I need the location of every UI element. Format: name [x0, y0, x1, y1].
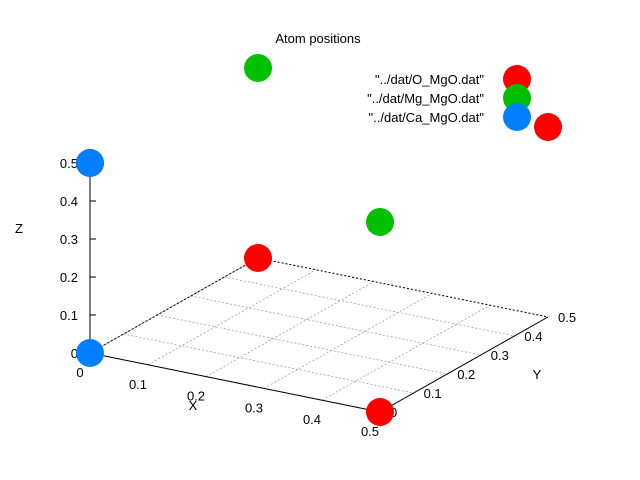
chart-title: Atom positions [275, 31, 361, 46]
x-tick-label: 0.2 [187, 389, 205, 404]
x-axis-line [89, 352, 381, 413]
tick-labels: 00.10.20.30.40.500.10.20.30.40.500.10.20… [60, 156, 576, 439]
z-tick-label: 0.1 [60, 308, 78, 323]
x-tick-label: 0.4 [303, 412, 321, 427]
x-tick-label: 0.1 [129, 377, 147, 392]
data-points [76, 54, 562, 426]
data-point-series-2 [366, 208, 394, 236]
data-point-series-1 [366, 398, 394, 426]
z-tick-label: 0.2 [60, 270, 78, 285]
grid-line-x [321, 304, 491, 401]
y-axis-label: Y [533, 367, 542, 382]
legend-label: "../dat/O_MgO.dat" [375, 72, 484, 87]
x-tick-label: 0.3 [245, 400, 263, 415]
grid-line-x [263, 293, 433, 389]
data-point-series-3 [76, 149, 104, 177]
back-edge-line [89, 257, 259, 354]
grid-line-y [224, 276, 515, 337]
grid-line-y [123, 333, 414, 394]
data-point-series-3 [76, 339, 104, 367]
data-point-series-2 [244, 54, 272, 82]
y-axis-line [379, 316, 549, 413]
x-axis-label: X [189, 398, 198, 413]
legend-marker [503, 103, 531, 131]
grid-line-y [190, 295, 481, 356]
legend-label: "../dat/Ca_MgO.dat" [369, 110, 485, 125]
grid-line-x [205, 281, 375, 377]
z-tick-label: 0 [71, 346, 78, 361]
y-tick-label: 0.3 [491, 348, 509, 363]
grid [89, 257, 549, 413]
y-tick-label: 0.1 [424, 386, 442, 401]
x-tick-label: 0 [76, 365, 83, 380]
data-point-series-1 [244, 244, 272, 272]
z-tick-label: 0.3 [60, 232, 78, 247]
z-axis-label: Z [15, 221, 23, 236]
y-tick-label: 0.5 [558, 310, 576, 325]
axes [89, 162, 549, 413]
z-tick-label: 0.5 [60, 156, 78, 171]
y-tick-label: 0.2 [457, 367, 475, 382]
legend-label: "../dat/Mg_MgO.dat" [367, 91, 484, 106]
z-tick-label: 0.4 [60, 194, 78, 209]
grid-line-x [147, 269, 317, 366]
x-tick-label: 0.5 [361, 424, 379, 439]
y-tick-label: 0.4 [524, 329, 542, 344]
data-point-series-1 [534, 113, 562, 141]
back-edge-line [257, 257, 549, 318]
grid-line-y [157, 314, 448, 375]
legend: "../dat/O_MgO.dat" "../dat/Mg_MgO.dat" "..… [367, 65, 531, 131]
